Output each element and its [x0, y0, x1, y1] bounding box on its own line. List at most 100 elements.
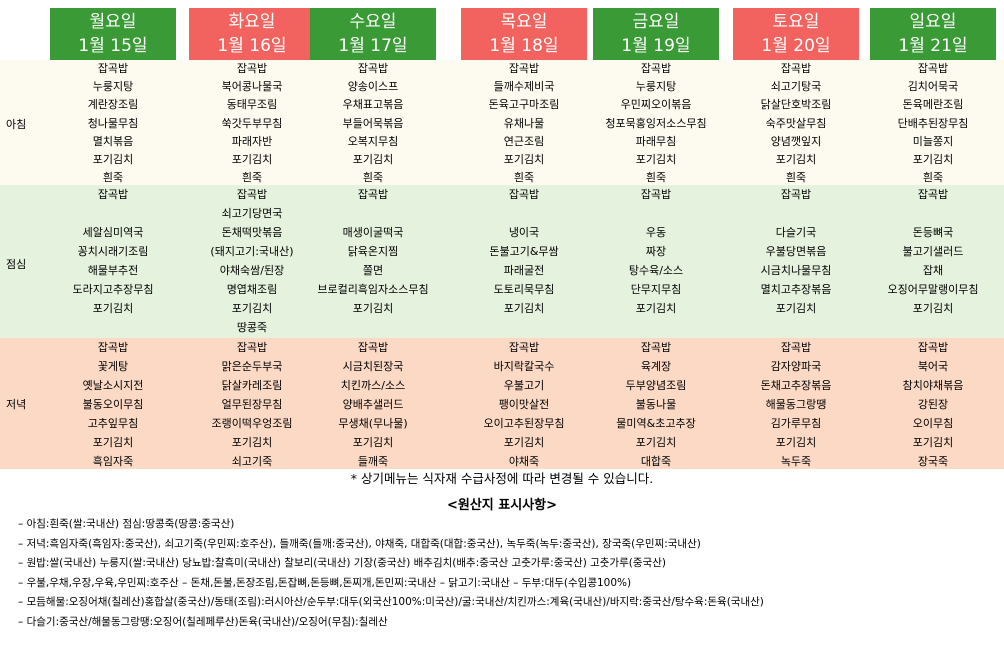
menu-item: 냉이국	[508, 226, 540, 239]
menu-item: 포기김치	[635, 436, 677, 449]
menu-item: 김치어묵국	[907, 80, 959, 94]
day-header: 목요일 1월 18일	[461, 8, 587, 60]
menu-item: 멸치볶음	[92, 134, 134, 148]
menu-cell: 잡곡밥 북어국 참치야채볶음 강된장 오이무침 포기김치 장국죽	[858, 338, 1004, 471]
origin-list: – 아침:흰죽(쌀:국내산) 점심:땅콩죽(땅콩:중국산) – 저녁:흑임자죽(…	[18, 515, 998, 633]
menu-item	[581, 318, 731, 337]
menu-item: 불동오이무침	[82, 398, 144, 411]
menu-item: 다슬기국	[775, 226, 817, 239]
meal-label: 아침	[6, 118, 27, 131]
menu-item: 돈육고구마조림	[488, 98, 560, 112]
menu-item: 잡곡밥	[640, 62, 672, 75]
menu-item	[721, 318, 871, 337]
menu-item: 잡곡밥	[236, 62, 268, 75]
menu-item: 흑임자죽	[92, 455, 134, 468]
menu-item: 김가루무침	[770, 417, 822, 430]
menu-item	[449, 318, 599, 337]
menu-item: 명엽채조림	[226, 283, 278, 296]
meal-row-lunch: 점심 잡곡밥세알심미역국꽁치시래기조림해물부추전도라지고추장무침포기김치땅콩죽잡…	[0, 185, 1004, 353]
menu-cell: 잡곡밥 쇠고기당면국 돈채떡맛볶음 (돼지고기:국내산) 야채숙쌈/된장 명엽채조림 포기김…	[177, 185, 327, 337]
origin-line: – 다슬기:중국산/해물동그랑땡:오징어(칠레페루산)돈육(국내산)/오징어(무…	[18, 615, 388, 628]
menu-item: 돈불고기&무쌈	[489, 245, 559, 258]
menu-item: 돈채고추장볶음	[760, 379, 832, 392]
menu-item: 들깨수제비국	[493, 80, 555, 94]
day-date: 1월 18일	[489, 36, 559, 56]
menu-item: 잡곡밥	[97, 341, 129, 354]
menu-item: 불동나물	[635, 398, 677, 411]
menu-cell: 잡곡밥 누룽지탕 계란장조림 청나물무침 멸치볶음 포기김치 흰죽	[38, 60, 188, 187]
menu-cell: 잡곡밥 맑은순두부국 닭살카레조림 얼무된장무침 조랭이떡우엉조림 포기김치 쇠고기죽	[177, 338, 327, 471]
menu-cell: 잡곡밥 육계장 두부양념조림 불동나물 물미역&초고추장 포기김치 대합죽	[581, 338, 731, 471]
menu-item: 계란장조림	[87, 98, 139, 112]
menu-item: 시금치나물무침	[760, 264, 832, 277]
menu-item: 녹두죽	[780, 455, 812, 468]
menu-item: 잡곡밥	[508, 341, 540, 354]
menu-item: 오징어무말랭이무침	[887, 283, 979, 296]
menu-item: 청포묵홍잉저소스무침	[605, 116, 707, 130]
menu-item: 파래굴전	[503, 264, 545, 277]
menu-item: 잡곡밥	[357, 188, 389, 201]
menu-item: 포기김치	[92, 152, 134, 166]
menu-item: (돼지고기:국내산)	[210, 245, 294, 258]
menu-item: 우동	[645, 226, 667, 239]
day-header: 화요일 1월 16일	[189, 8, 315, 60]
menu-item: 파래자반	[231, 134, 273, 148]
menu-item: 육계장	[640, 360, 672, 373]
meal-label: 점심	[6, 258, 27, 271]
menu-cell: 잡곡밥 누룽지탕 우민찌오이볶음 청포묵홍잉저소스무침 파래무침 포기김치 흰죽	[581, 60, 731, 187]
menu-cell: 잡곡밥 들깨수제비국 돈육고구마조림 유채나물 연근조림 포기김치 흰죽	[449, 60, 599, 187]
meal-label: 저녁	[6, 398, 27, 411]
menu-item: 브로컬리흑임자소스무침	[317, 283, 429, 296]
menu-item: 옛날소시지전	[82, 379, 144, 392]
menu-item: 꽁치시래기조림	[77, 245, 149, 258]
menu-item: 꽃게탕	[97, 360, 129, 373]
menu-item: 얼무된장무침	[221, 398, 283, 411]
menu-item: 시금치된장국	[342, 360, 404, 373]
day-name: 목요일	[500, 12, 548, 32]
menu-item: 들깨죽	[357, 455, 389, 468]
menu-item: 닭육온지찜	[347, 245, 399, 258]
menu-item: 흰죽	[102, 171, 124, 185]
menu-item: 부들어묵볶음	[342, 116, 404, 130]
menu-item: 맑은순두부국	[221, 360, 283, 373]
menu-item: 쑥갓두부무침	[221, 116, 283, 130]
menu-item: 포기김치	[775, 152, 817, 166]
menu-item: 두부양념조림	[625, 379, 687, 392]
menu-item: 쇠고기죽	[231, 455, 273, 468]
menu-item: 쇠고기당면국	[221, 207, 283, 220]
menu-item: 양송이스프	[347, 80, 399, 94]
menu-cell: 잡곡밥매생이굴떡국닭육온지찜쫄면브로컬리흑임자소스무침포기김치땅콩죽	[298, 185, 448, 356]
menu-item: 흰죽	[362, 171, 384, 185]
menu-item: 포기김치	[92, 302, 134, 315]
menu-item: 참치야채볶음	[902, 379, 964, 392]
menu-item	[581, 204, 731, 223]
menu-item	[449, 204, 599, 223]
menu-item	[858, 318, 1004, 337]
menu-cell: 잡곡밥다슬기국우불당면볶음시금치나물무침멸치고추장볶음포기김치땅콩죽	[721, 185, 871, 356]
day-date: 1월 21일	[898, 36, 968, 56]
menu-item: 야채죽	[508, 455, 540, 468]
day-header: 수요일 1월 17일	[310, 8, 436, 60]
menu-item: 오이고추된장무침	[483, 417, 565, 430]
menu-item: 돈육메란조림	[902, 98, 964, 112]
origin-line: – 원밥:쌀(국내산) 누룽지(쌀:국내산) 당뇨밥:찰흑미(국내산) 찰보리(…	[18, 557, 666, 570]
menu-item: 포기김치	[912, 436, 954, 449]
menu-item: 우채표고볶음	[342, 98, 404, 112]
menu-item: 바지락칼국수	[493, 360, 555, 373]
day-name: 금요일	[632, 12, 680, 32]
menu-item: 야채숙쌈/된장	[219, 264, 285, 277]
menu-item: 매생이굴떡국	[342, 226, 404, 239]
weekly-menu: 월요일 1월 15일 화요일 1월 16일 수요일 1월 17일 목요일 1월 18일 …	[0, 8, 1004, 469]
menu-item: 양배추샐러드	[342, 398, 404, 411]
menu-item	[38, 204, 188, 223]
menu-item: 짜장	[645, 245, 667, 258]
origin-line: – 저녁:흑임자죽(흑임자:중국산), 쇠고기죽(우민찌:호주산), 들깨죽(들…	[18, 537, 701, 550]
menu-item	[298, 318, 448, 337]
menu-item: 잡곡밥	[917, 62, 949, 75]
menu-item: 무생채(무나물)	[338, 417, 408, 430]
menu-item: 장국죽	[917, 455, 949, 468]
menu-item: 숙주맛살무침	[765, 116, 827, 130]
menu-item: 조랭이떡우엉조림	[211, 417, 293, 430]
menu-item: 누룽지탕	[92, 80, 134, 94]
menu-item: 잡곡밥	[97, 188, 129, 201]
